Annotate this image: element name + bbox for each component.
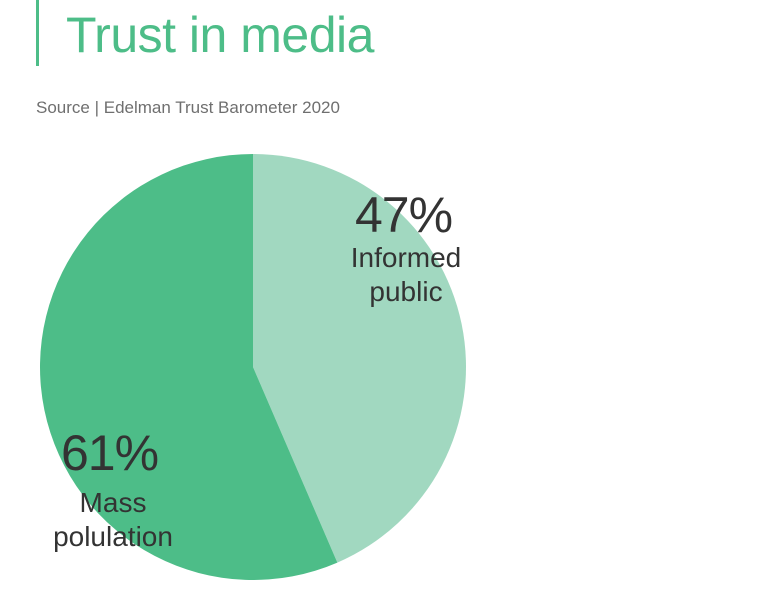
informed-public-label: Informed public [338,241,474,309]
informed-public-label-line-1: Informed [350,242,462,273]
slice-mass-population [39,154,338,580]
title-accent-bar [36,0,39,66]
slice-informed-public [253,154,466,563]
informed-public-percent: 47% [355,187,453,243]
informed-public-label-line-2: public [369,276,443,307]
mass-population-label: Mass polulation [38,486,188,554]
mass-population-label-line-2: polulation [53,521,173,552]
chart-source: Source | Edelman Trust Barometer 2020 [36,98,340,117]
mass-population-percent: 61% [61,425,159,481]
mass-population-label-line-1: Mass [79,487,147,518]
chart-title: Trust in media [66,7,374,63]
